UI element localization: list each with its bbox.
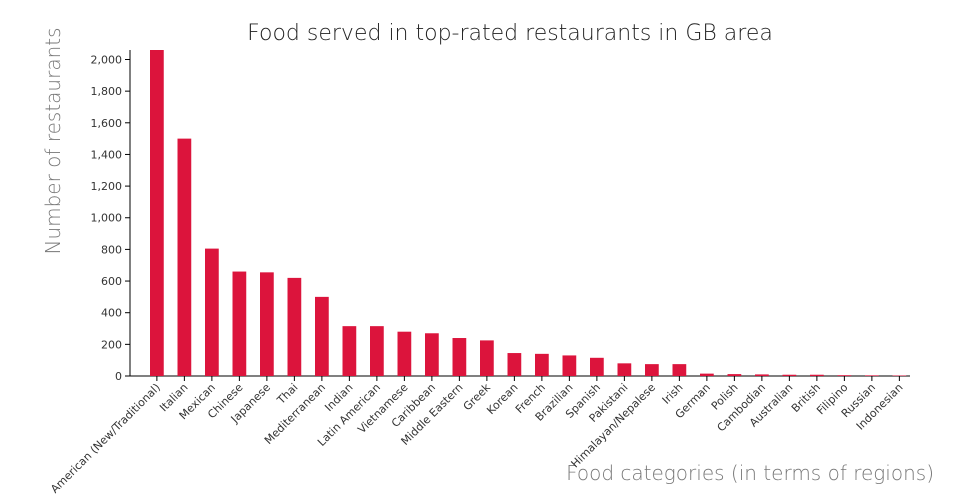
y-tick-label: 800 — [101, 243, 122, 256]
y-tick-label: 1,000 — [91, 212, 123, 225]
bar — [260, 272, 274, 376]
bar — [562, 355, 577, 376]
bars-group — [150, 50, 907, 376]
bar — [452, 338, 467, 376]
bar — [150, 50, 164, 376]
bar — [837, 375, 852, 376]
x-tick-label: Korean — [484, 381, 520, 417]
y-tick-label: 1,400 — [91, 148, 123, 161]
bar — [425, 333, 439, 376]
y-tick-label: 1,200 — [91, 180, 123, 193]
bar — [342, 326, 357, 376]
bar — [727, 374, 742, 376]
x-axis-label: Food categories (in terms of regions) — [566, 461, 934, 485]
y-tick-label: 1,800 — [91, 85, 123, 98]
bar — [177, 138, 192, 376]
x-axis — [130, 375, 910, 381]
bar — [205, 248, 219, 376]
bar — [397, 331, 412, 376]
y-tick-label: 400 — [101, 307, 122, 320]
bar — [535, 353, 549, 376]
y-axis: 0 200 400 600 800 1,000 1,200 1,400 1,600 1,800 2,… — [91, 50, 131, 383]
bar — [370, 326, 384, 376]
y-tick-label: 2,000 — [91, 53, 123, 66]
bar — [287, 277, 302, 376]
bar — [672, 364, 687, 376]
bar — [810, 374, 824, 376]
x-tick-label: American (New/Traditional) — [48, 381, 163, 496]
bar — [507, 353, 522, 376]
y-axis-label: Number of restaurants — [41, 27, 65, 254]
y-tick-label: 200 — [101, 338, 122, 351]
bar — [315, 296, 329, 376]
bar — [700, 373, 714, 376]
bar — [865, 375, 879, 376]
bar — [480, 340, 494, 376]
bar — [232, 271, 247, 376]
chart-title: Food served in top-rated restaurants in … — [247, 21, 773, 46]
bar — [782, 374, 797, 376]
bar — [755, 374, 769, 376]
y-tick-label: 600 — [101, 275, 122, 288]
bar — [617, 363, 632, 376]
bar — [590, 357, 604, 376]
y-tick-label: 0 — [115, 370, 122, 383]
bar — [645, 364, 659, 376]
y-tick-label: 1,600 — [91, 117, 123, 130]
